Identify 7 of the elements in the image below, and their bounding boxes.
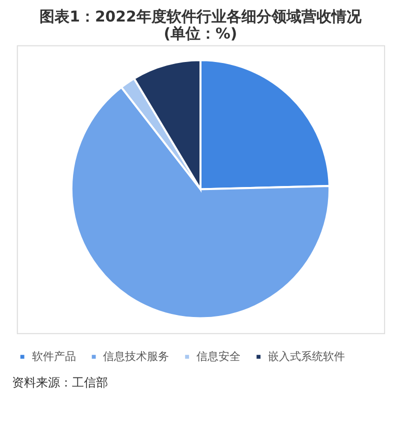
text: 资料来源：工信部 [12,376,108,390]
legend-label: 嵌入式系统软件 [268,350,345,363]
text: (单位：%) [164,24,238,42]
legend-label: 软件产品 [32,350,76,363]
legend-label: 信息安全 [196,350,241,363]
text: 图表1：2022年度软件行业各细分领域营收情况 [40,7,362,26]
legend-label: 信息技术服务 [103,350,170,363]
